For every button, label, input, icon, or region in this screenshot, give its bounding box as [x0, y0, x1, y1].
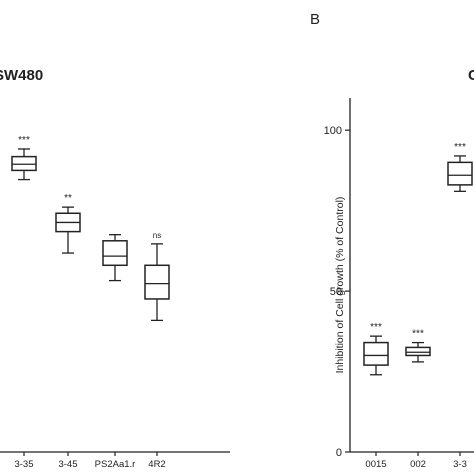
iqr-box: [363, 341, 389, 366]
significance-label: ***: [454, 142, 466, 153]
significance-label: **: [64, 193, 72, 204]
panel-b-title-fragment: C: [468, 67, 474, 84]
panel-b-boxes: [363, 155, 473, 376]
box-0015: [363, 335, 389, 376]
box-3-35: [11, 148, 37, 181]
box-002: [405, 341, 431, 363]
iqr-box: [144, 264, 170, 300]
panel-b-letter: B: [310, 11, 320, 28]
y-tick-label: 50: [330, 286, 342, 298]
x-tick-label: PS2Aa1.r: [95, 459, 136, 470]
x-tick-label: 4R2: [148, 459, 165, 470]
box-4R2: [144, 243, 170, 322]
x-tick-label: 3-45: [58, 459, 77, 470]
y-tick-label: 100: [324, 125, 342, 137]
iqr-box: [102, 240, 128, 267]
x-tick-label: 0015: [365, 459, 386, 470]
y-tick-label: 0: [336, 447, 342, 459]
significance-label: ***: [370, 322, 382, 333]
box-3-45: [55, 206, 81, 254]
x-tick-label: 3-35: [14, 459, 33, 470]
panel-b-y-ticks: 0 50 100: [324, 125, 350, 459]
box-PS2Aa1.r: [102, 234, 128, 282]
panel-a-significance: *****ns: [18, 135, 161, 240]
panel-b-y-axis-label: Inhibition of Cell growth (% of Control): [334, 197, 346, 374]
box-3-3: [447, 155, 473, 192]
panel-a-x-ticks: 3-35 3-45 PS2Aa1.r 4R2: [14, 452, 166, 470]
significance-label: ns: [153, 231, 161, 240]
significance-label: ***: [18, 135, 30, 146]
x-tick-label: 002: [410, 459, 426, 470]
iqr-box: [11, 155, 37, 172]
x-tick-label: 3-3: [453, 459, 467, 470]
panel-a-title: SW480: [0, 67, 43, 84]
panel-b-x-ticks: 0015 002 3-3: [365, 452, 467, 470]
panel-b-significance: *** *** ***: [370, 142, 466, 340]
panel-a-boxes: [11, 148, 170, 322]
iqr-box: [405, 346, 431, 357]
significance-label: ***: [412, 329, 424, 340]
panel-b: B C Inhibition of Cell growth (% of Cont…: [310, 11, 474, 470]
iqr-box: [447, 161, 473, 186]
